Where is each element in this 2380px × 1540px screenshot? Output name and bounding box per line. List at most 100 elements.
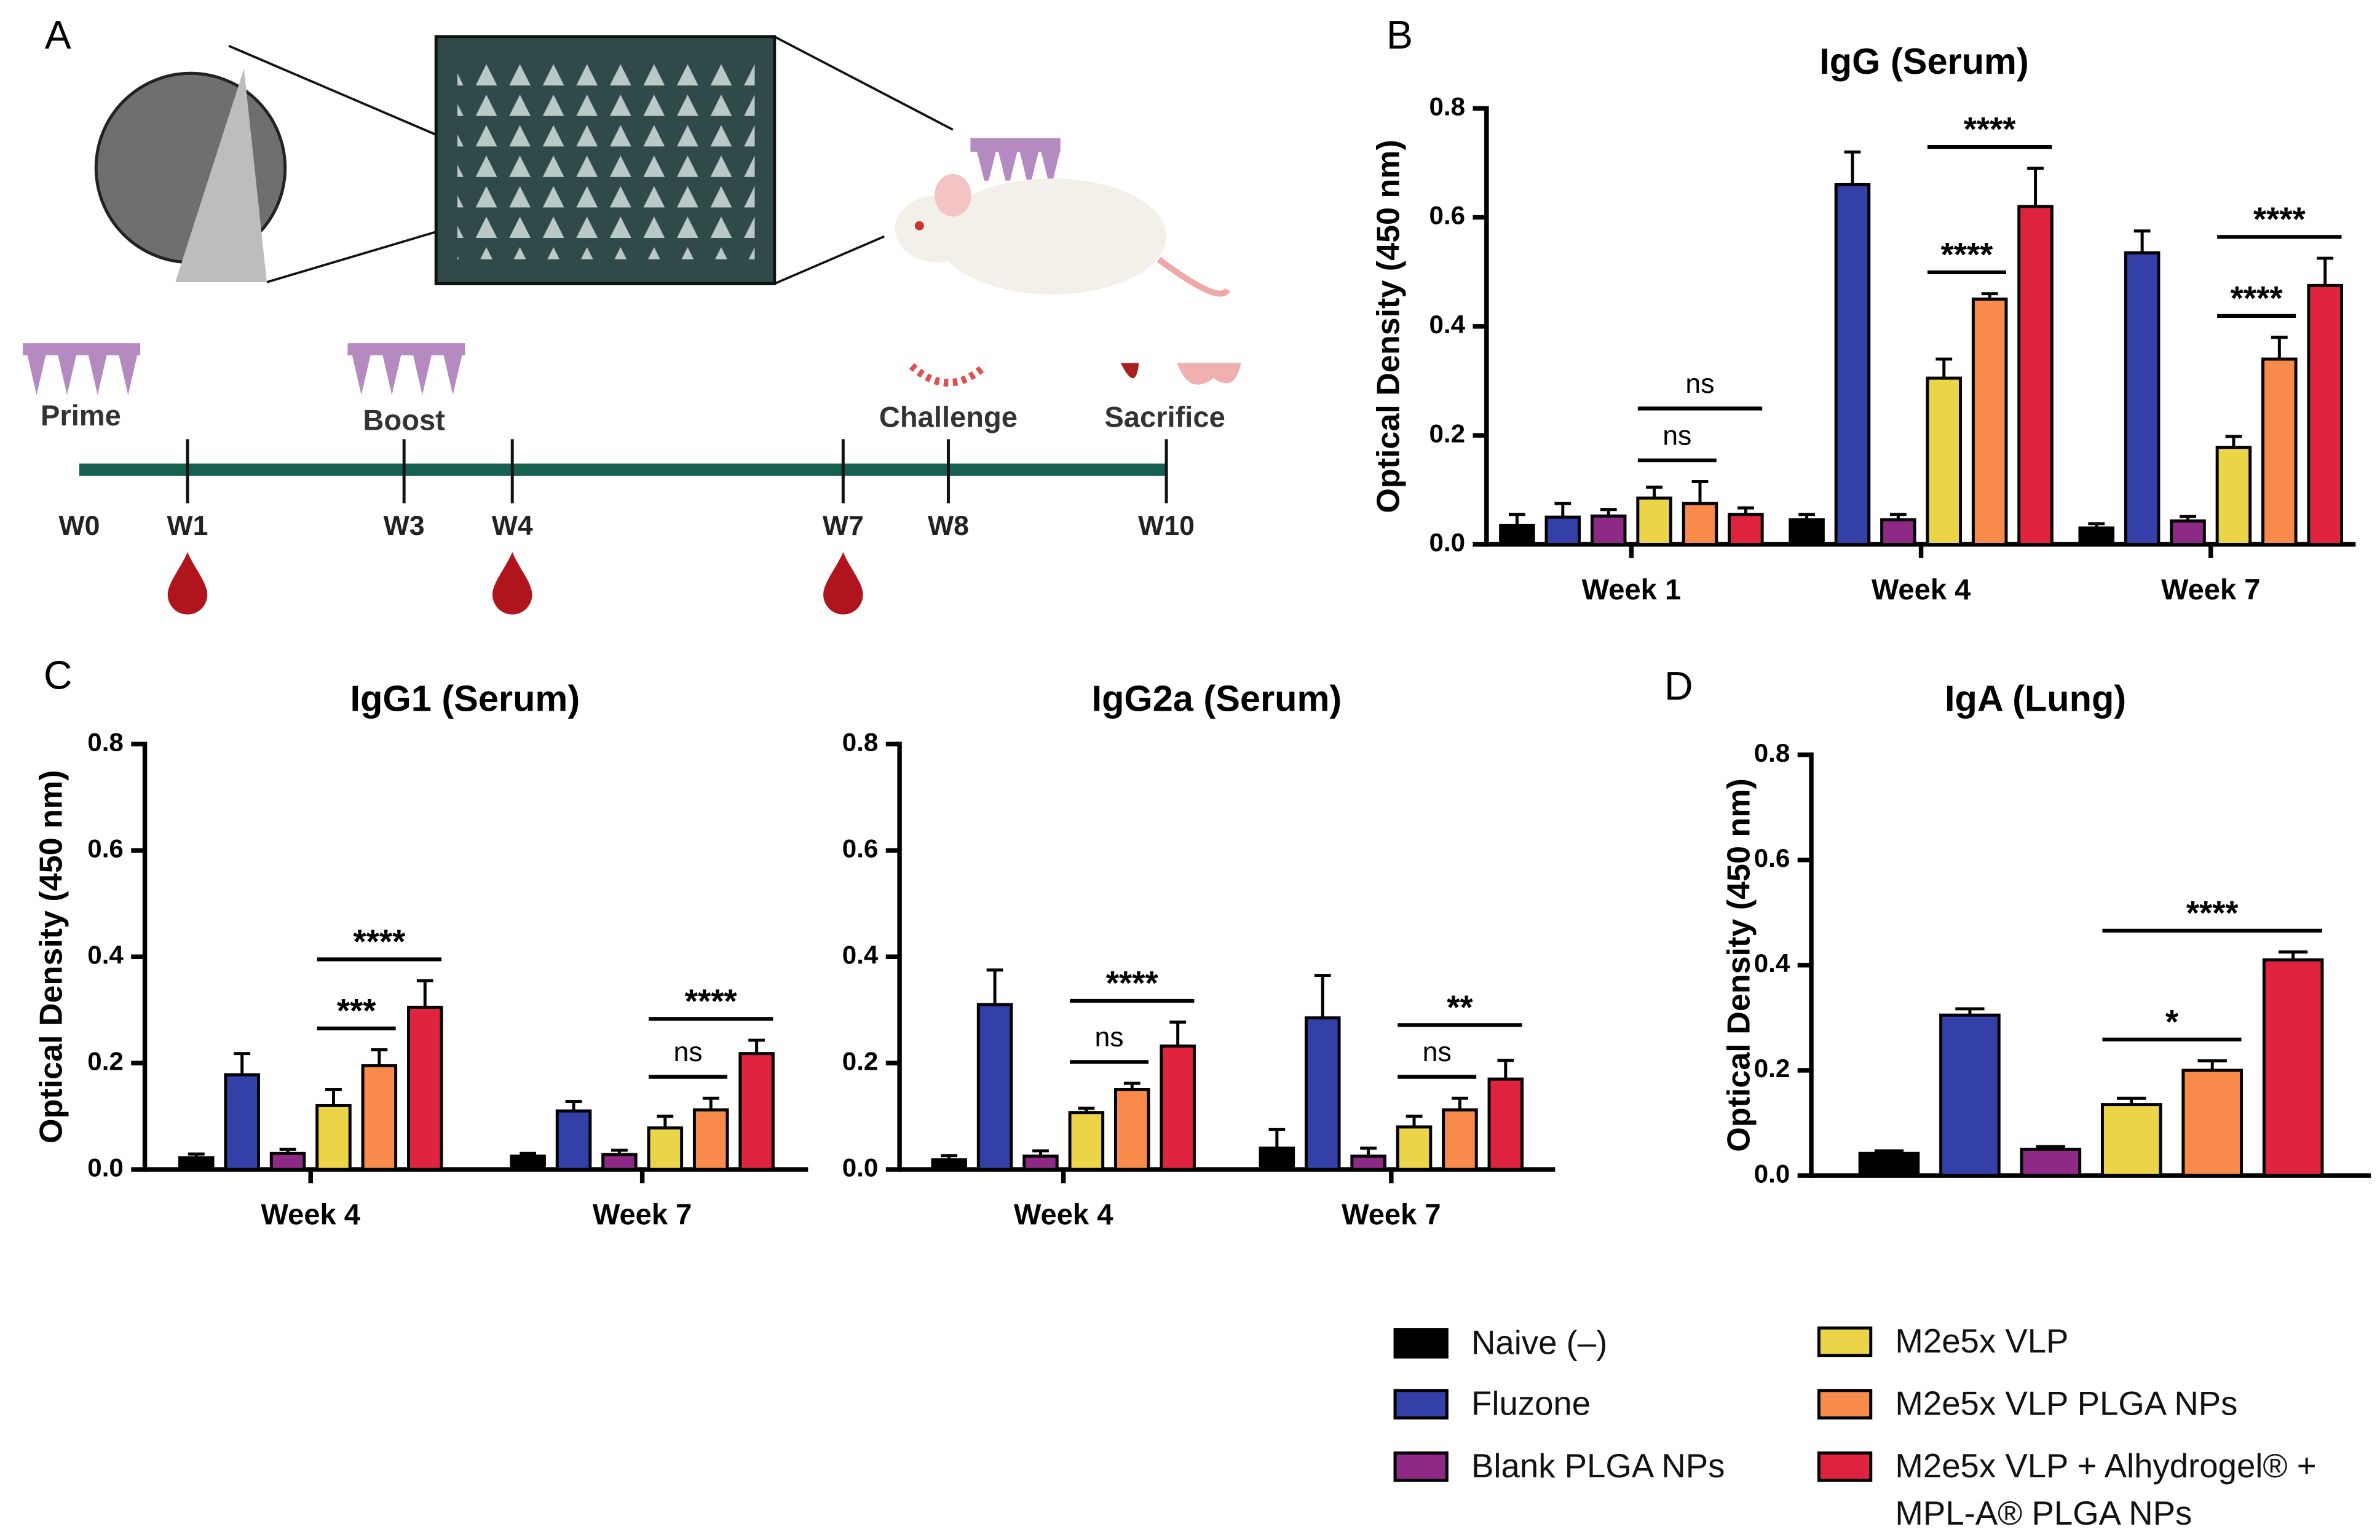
blood-drop (823, 551, 863, 615)
bar (2307, 283, 2343, 546)
x-tick-label: Week 7 (1342, 1198, 1441, 1231)
bar (406, 1005, 443, 1171)
bar (2181, 1068, 2244, 1177)
significance-label: **** (2231, 279, 2283, 317)
week-label: W7 (823, 511, 864, 541)
y-tick-label: 0.0 (1754, 1159, 1790, 1188)
legend-entry: M2e5x VLP + Alhydrogel® + MPL-A® PLGA NP… (1895, 1447, 2317, 1533)
significance-label: ns (1423, 1037, 1452, 1067)
x-tick-label: Week 1 (1582, 573, 1682, 606)
legend-entry: Fluzone (1471, 1384, 1591, 1423)
panel-label: A (45, 13, 71, 57)
bar (1114, 1088, 1150, 1171)
bar (269, 1151, 306, 1171)
bar (1442, 1108, 1478, 1171)
bar (315, 1104, 352, 1171)
y-tick-label: 0.2 (1429, 419, 1466, 448)
bar (1880, 518, 1916, 546)
y-tick-label: 0.4 (1754, 949, 1790, 977)
y-tick-label: 0.8 (1429, 92, 1466, 120)
y-tick-label: 0.8 (842, 727, 879, 756)
y-tick-label: 0.8 (1754, 738, 1790, 767)
y-tick-label: 0.6 (842, 834, 879, 863)
chart-title: IgG (Serum) (1819, 41, 2029, 82)
chart-title: IgG1 (Serum) (350, 678, 580, 719)
illustration (23, 35, 1241, 615)
legend-swatch (1817, 1451, 1873, 1482)
legend-entry: M2e5x VLP PLGA NPs (1895, 1384, 2237, 1423)
bar (738, 1052, 775, 1171)
legend-label: Fluzone (1471, 1384, 1591, 1423)
event-label: Sacrifice (1104, 401, 1225, 433)
blood-drop (167, 551, 208, 615)
zoom-line (228, 44, 443, 139)
bar (1939, 1013, 2001, 1177)
week-label: W8 (928, 511, 969, 541)
patch-needles (457, 61, 755, 259)
x-tick-label: Week 7 (593, 1198, 692, 1231)
bar (1304, 1016, 1341, 1171)
significance-label: ns (673, 1037, 702, 1067)
bar (1834, 183, 1871, 546)
organ-icon (1120, 363, 1139, 379)
significance-label: **** (1964, 111, 2017, 148)
bar (1728, 513, 1764, 546)
legend-swatch (1817, 1389, 1873, 1420)
bar (1682, 502, 1718, 546)
legend-swatch (1393, 1389, 1449, 1420)
week-label: W3 (384, 511, 425, 541)
bar (2017, 205, 2054, 546)
legend-label: Blank PLGA NPs (1471, 1447, 1725, 1485)
blood-drops (167, 551, 863, 615)
bar (2020, 1147, 2082, 1177)
y-tick-label: 0.2 (87, 1046, 124, 1075)
bar (2215, 446, 2252, 546)
event-label: Challenge (879, 401, 1018, 433)
needle (175, 68, 267, 282)
significance-label: ns (1662, 421, 1691, 451)
significance-label: **** (1941, 236, 1994, 274)
week-label: W4 (492, 511, 533, 541)
legend-swatch (1817, 1326, 1873, 1357)
mouse-tail (1156, 256, 1230, 297)
significance-label: *** (337, 992, 376, 1030)
y-tick-label: 0.2 (1754, 1054, 1790, 1083)
legend-entry: M2e5x VLP (1895, 1322, 2069, 1360)
y-axis-label: Optical Density (450 nm) (34, 770, 69, 1143)
significance-label: ns (1685, 369, 1714, 399)
bar (1789, 518, 1825, 546)
significance-label: **** (685, 982, 738, 1020)
y-tick-label: 0.8 (87, 727, 124, 756)
bar (1487, 1077, 1524, 1171)
legend-entry: Naive (–) (1471, 1323, 1608, 1362)
bar (1350, 1155, 1386, 1171)
y-tick-label: 0.0 (1429, 528, 1466, 557)
x-tick-label: Week 4 (1872, 573, 1971, 606)
boost-patch (347, 343, 465, 395)
bar (1926, 376, 1963, 546)
significance-label: **** (1106, 965, 1159, 1002)
mouse-body (938, 178, 1167, 294)
zoom-line (773, 36, 954, 131)
legend-label: Naive (–) (1471, 1323, 1608, 1362)
bar (692, 1108, 729, 1171)
y-tick-label: 0.0 (842, 1153, 879, 1182)
legend-label: M2e5x VLP + Alhydrogel® + MPL-A® PLGA NP… (1895, 1447, 2317, 1533)
significance-label: **** (2253, 200, 2306, 238)
bar (2262, 958, 2324, 1177)
blood-drop (492, 551, 532, 615)
y-tick-label: 0.4 (842, 940, 879, 969)
legend-label: M2e5x VLP (1895, 1322, 2069, 1360)
bar (647, 1126, 684, 1171)
y-tick-label: 0.6 (1429, 201, 1466, 230)
bar (1160, 1044, 1196, 1171)
bar (1068, 1111, 1105, 1171)
zoom-line (774, 235, 885, 285)
bar (178, 1156, 215, 1171)
bar (361, 1064, 398, 1171)
legend-swatch (1393, 1451, 1449, 1482)
week-label: W10 (1138, 511, 1195, 541)
event-label: Prime (41, 399, 121, 432)
y-tick-label: 0.4 (1429, 310, 1466, 339)
significance-label: **** (353, 923, 406, 960)
